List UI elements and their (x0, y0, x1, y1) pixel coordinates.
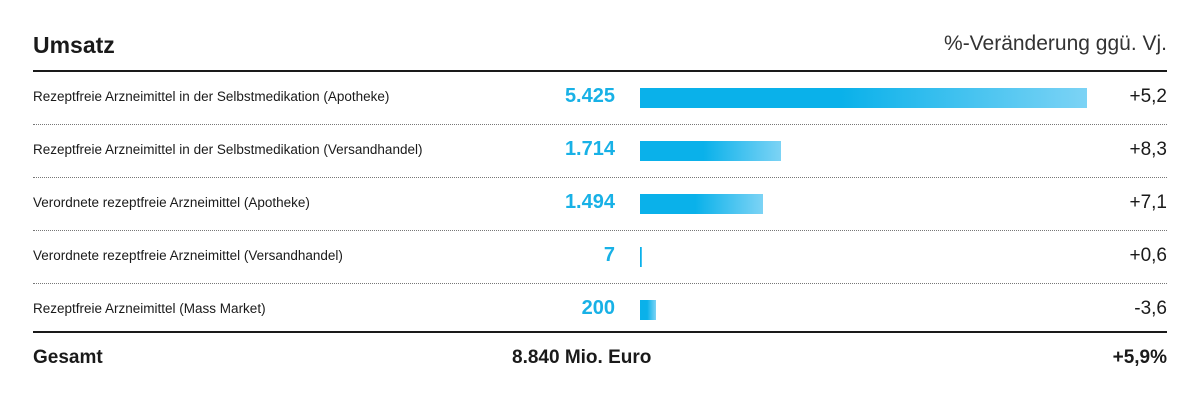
chart-row: Rezeptfreie Arzneimittel (Mass Market) 20… (33, 284, 1167, 336)
value-label: 1.714 (564, 138, 615, 160)
bar-track (640, 300, 1087, 320)
chart-row: Verordnete rezeptfreie Arzneimittel (Apo… (33, 178, 1167, 231)
bottom-divider (33, 331, 1167, 333)
category-label: Verordnete rezeptfreie Arzneimittel (Ver… (33, 248, 343, 263)
chart-title: Umsatz (33, 32, 115, 58)
total-change: +5,9% (1112, 347, 1167, 368)
bar-track (640, 141, 1087, 161)
bar (640, 141, 781, 161)
bar-track (640, 88, 1087, 108)
bar-track (640, 194, 1087, 214)
chart-row: Verordnete rezeptfreie Arzneimittel (Ver… (33, 231, 1167, 284)
value-label: 7 (603, 244, 615, 266)
change-label: +0,6 (1129, 245, 1167, 266)
bar (640, 247, 642, 267)
chart-row: Rezeptfreie Arzneimittel in der Selbstme… (33, 72, 1167, 125)
value-label: 200 (581, 297, 615, 319)
chart-rows: Rezeptfreie Arzneimittel in der Selbstme… (33, 72, 1167, 336)
chart-header: Umsatz %-Veränderung ggü. Vj. (33, 28, 1167, 64)
chart-row: Rezeptfreie Arzneimittel in der Selbstme… (33, 125, 1167, 178)
value-label: 5.425 (564, 85, 615, 107)
top-divider (33, 70, 1167, 72)
bar-track (640, 247, 1087, 267)
value-label: 1.494 (564, 191, 615, 213)
chart-subtitle: %-Veränderung ggü. Vj. (944, 32, 1167, 55)
category-label: Rezeptfreie Arzneimittel (Mass Market) (33, 301, 266, 316)
total-label: Gesamt (33, 347, 103, 368)
change-label: +8,3 (1129, 139, 1167, 160)
category-label: Rezeptfreie Arzneimittel in der Selbstme… (33, 142, 423, 157)
change-label: +5,2 (1129, 86, 1167, 107)
change-label: -3,6 (1134, 298, 1167, 319)
change-label: +7,1 (1129, 192, 1167, 213)
category-label: Rezeptfreie Arzneimittel in der Selbstme… (33, 89, 390, 104)
bar (640, 194, 763, 214)
bar (640, 88, 1087, 108)
total-value: 8.840 Mio. Euro (512, 347, 652, 368)
category-label: Verordnete rezeptfreie Arzneimittel (Apo… (33, 195, 310, 210)
bar (640, 300, 656, 320)
